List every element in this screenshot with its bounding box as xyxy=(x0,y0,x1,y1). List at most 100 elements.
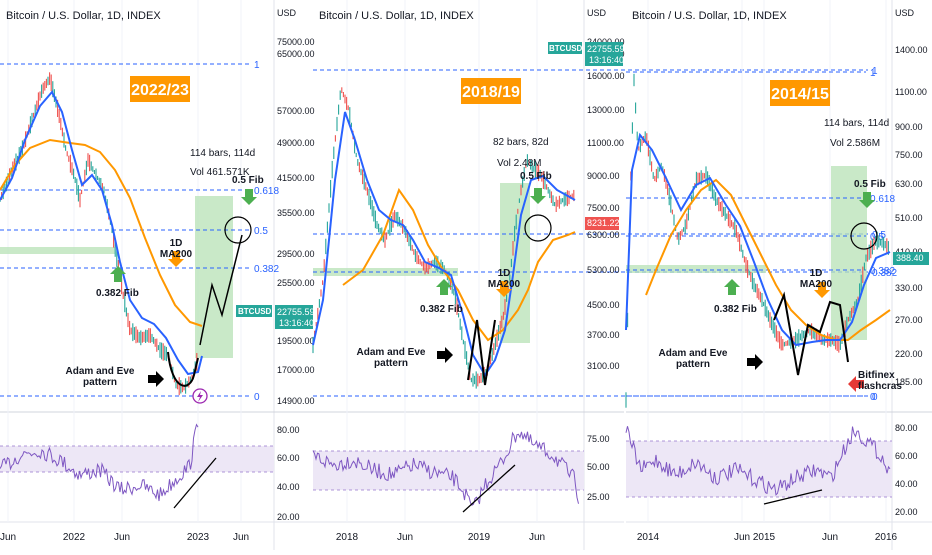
price-tick-label: 900.00 xyxy=(895,122,923,132)
chart-title: Bitcoin / U.S. Dollar, 1D, INDEX xyxy=(6,10,161,22)
ma200-label-line: 1D xyxy=(170,238,183,249)
price-tick-label: 25500.00 xyxy=(277,278,315,288)
price-tick-label: 29500.00 xyxy=(277,249,315,259)
flashcrash-label-line: flashcras xyxy=(858,381,902,392)
period-label: 2018/19 xyxy=(462,84,520,101)
rsi-tick-label: 60.00 xyxy=(277,453,300,463)
volume-label: Vol 2.586M xyxy=(830,138,880,149)
rsi-tick-label: 60.00 xyxy=(895,451,918,461)
ma200-label-line: 1D xyxy=(498,268,511,279)
price-tag-time: 13:16:40 xyxy=(589,55,624,65)
time-tick-label: Jun xyxy=(397,532,413,543)
period-label-box xyxy=(461,78,521,104)
price-tick-label: 57000.00 xyxy=(277,106,315,116)
rsi-tick-label: 20.00 xyxy=(277,512,300,522)
price-tick-label: 7500.00 xyxy=(587,203,620,213)
rsi-trendline xyxy=(173,457,217,509)
fib-level-label: 0.382 xyxy=(870,266,895,277)
ma200-label-line: 1D xyxy=(810,268,823,279)
target-circle xyxy=(850,222,878,250)
rsi-line xyxy=(0,423,199,502)
price-tick-label: 4500.00 xyxy=(587,300,620,310)
target-circle xyxy=(224,216,252,244)
time-tick-label: 2019 xyxy=(468,532,491,543)
adam-eve-pattern-line xyxy=(467,319,496,386)
price-tag xyxy=(585,42,623,66)
price-tick-label: 3100.00 xyxy=(587,361,620,371)
fib382-label: 0.382 Fib xyxy=(420,304,463,315)
fib-level-label: 0 xyxy=(872,392,878,403)
arrow-icon xyxy=(437,347,453,363)
currency-label: USD xyxy=(587,8,607,18)
time-tick-label: 2014 xyxy=(637,532,660,543)
arrow-icon xyxy=(747,354,763,370)
currency-label: USD xyxy=(277,8,297,18)
price-tick-label: 9000.00 xyxy=(587,171,620,181)
rsi-band xyxy=(313,451,584,490)
price-tag-value: 22755.59 xyxy=(587,44,625,54)
period-label: 2014/15 xyxy=(771,86,829,103)
rsi-tick-label: 40.00 xyxy=(277,482,300,492)
time-tick-label: 2023 xyxy=(187,532,210,543)
rsi-trendline xyxy=(763,489,823,505)
target-circle xyxy=(524,214,552,242)
price-tick-label: 220.00 xyxy=(895,349,923,359)
price-tag-value: 22755.59 xyxy=(277,307,315,317)
fib-level-label: 0.5 xyxy=(254,226,268,237)
last-price-tag xyxy=(585,217,619,230)
time-tick-label: 2016 xyxy=(875,532,898,543)
pattern-label-line: Adam and Eve xyxy=(659,348,728,359)
price-tick-label: 17000.00 xyxy=(277,365,315,375)
chart-panel-1: 1 0.618 0.5 0.382 0 2022/23 114 bars, 114d Vol … xyxy=(0,0,315,550)
fib-level-label: 1 xyxy=(872,66,878,77)
price-tick-label: 330.00 xyxy=(895,283,923,293)
bars-count-label: 114 bars, 114d xyxy=(190,148,255,159)
arrow-icon xyxy=(436,279,452,295)
ma50-line xyxy=(625,132,891,347)
price-tick-label: 75000.00 xyxy=(277,37,315,47)
fib-level-label: 0 xyxy=(254,392,260,403)
rsi-tick-label: 40.00 xyxy=(895,479,918,489)
ma200-label-line: MA200 xyxy=(800,279,833,290)
projection-line xyxy=(199,234,243,346)
last-price-tag xyxy=(893,252,929,265)
pattern-label-line: pattern xyxy=(83,377,117,388)
pattern-label-line: Adam and Eve xyxy=(66,366,135,377)
price-tick-label: 270.00 xyxy=(895,315,923,325)
ma200-line xyxy=(342,187,576,342)
fib-level-label: 0.382 xyxy=(872,268,897,279)
rsi-tick-label: 20.00 xyxy=(895,507,918,517)
fib-level-label: 0.618 xyxy=(254,186,279,197)
time-tick-label: Jun xyxy=(734,532,750,543)
price-tick-label: 49000.00 xyxy=(277,138,315,148)
price-tick-label: 35500.00 xyxy=(277,208,315,218)
ma50-line xyxy=(312,111,576,377)
chart-title: Bitcoin / U.S. Dollar, 1D, INDEX xyxy=(319,10,474,22)
price-tick-label: 1400.00 xyxy=(895,45,928,55)
target-zone xyxy=(0,247,115,254)
fib382-label: 0.382 Fib xyxy=(714,304,757,315)
time-tick-label: Jun xyxy=(529,532,545,543)
price-tick-label: 11000.00 xyxy=(587,138,624,148)
half-fib-label: 0.5 Fib xyxy=(520,171,552,182)
price-tick-label: 13000.00 xyxy=(587,105,625,115)
rsi-line xyxy=(625,426,891,496)
target-zone xyxy=(831,166,867,340)
time-tick-label: Jun xyxy=(233,532,249,543)
price-tick-label: 5300.00 xyxy=(587,265,620,275)
price-tick-label: 16000.00 xyxy=(587,71,625,81)
price-tick-label: 1100.00 xyxy=(895,87,927,97)
lightning-icon xyxy=(197,391,203,402)
price-tick-label: 19500.00 xyxy=(277,336,315,346)
ma200-line xyxy=(645,178,891,341)
time-tick-label: 2022 xyxy=(63,532,86,543)
volume-label: Vol 2.48M xyxy=(497,158,541,169)
time-tick-label: 2015 xyxy=(753,532,776,543)
